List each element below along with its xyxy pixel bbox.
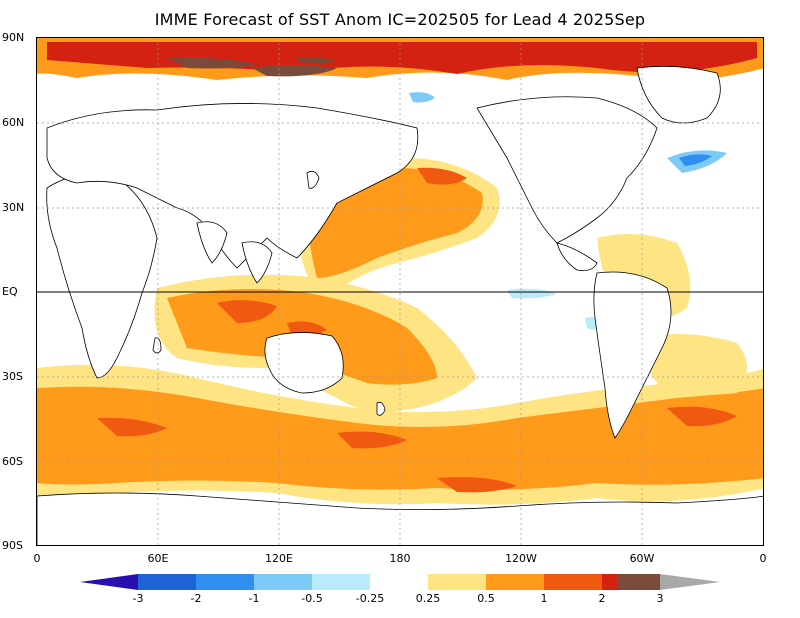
lon-label-120w: 120W (505, 552, 537, 565)
north-america (476, 96, 658, 244)
legend-label-025: 0.25 (415, 592, 441, 605)
lon-label-180: 180 (389, 552, 411, 565)
lat-label-60s: 60S (2, 455, 23, 468)
legend-label-2: 2 (598, 592, 606, 605)
australia (264, 332, 344, 394)
legend-bin-neutral (370, 574, 428, 590)
lon-label-60e: 60E (147, 552, 169, 565)
greenland (636, 65, 721, 124)
map-canvas (37, 38, 763, 545)
lon-label-60w: 60W (629, 552, 655, 565)
legend-bin-neg3-neg2 (138, 574, 196, 590)
lat-label-eq: EQ (2, 285, 18, 298)
legend-label-3: 3 (656, 592, 664, 605)
lon-label-0: 0 (33, 552, 41, 565)
legend-label-neg2: -2 (190, 592, 202, 605)
africa (46, 174, 158, 379)
south-america (593, 271, 672, 439)
sst-anomaly-map (36, 37, 764, 546)
legend-label-05: 0.5 (477, 592, 495, 605)
lat-label-60n: 60N (2, 116, 25, 129)
legend-bin-05-1 (486, 574, 544, 590)
legend-label-neg025: -0.25 (355, 592, 385, 605)
lat-label-90n: 90N (2, 31, 25, 44)
india (196, 221, 228, 264)
legend-label-1: 1 (540, 592, 548, 605)
land (37, 65, 763, 545)
lat-label-30s: 30S (2, 370, 23, 383)
color-legend (80, 574, 720, 590)
legend-bin-neg05-neg025 (312, 574, 370, 590)
map-title: IMME Forecast of SST Anom IC=202505 for … (154, 10, 646, 29)
legend-label-neg05: -0.5 (301, 592, 323, 605)
graticule (37, 38, 763, 545)
eurasia (46, 103, 419, 269)
lon-label-0-east: 0 (759, 552, 767, 565)
legend-label-neg3: -3 (132, 592, 144, 605)
legend-arrow-low (80, 574, 138, 590)
japan (306, 170, 320, 189)
southeast-asia (241, 241, 273, 284)
legend-bin-neg1-neg05 (254, 574, 312, 590)
lat-label-30n: 30N (2, 201, 25, 214)
legend-label-neg1: -1 (248, 592, 260, 605)
legend-bin-1-2 (544, 574, 602, 590)
new-zealand (376, 401, 386, 416)
legend-arrow-high (660, 574, 720, 590)
legend-bin-025-05 (428, 574, 486, 590)
central-america (556, 242, 598, 272)
legend-bin-neg2-neg1 (196, 574, 254, 590)
lon-label-120e: 120E (265, 552, 293, 565)
lat-label-90s: 90S (2, 539, 23, 552)
